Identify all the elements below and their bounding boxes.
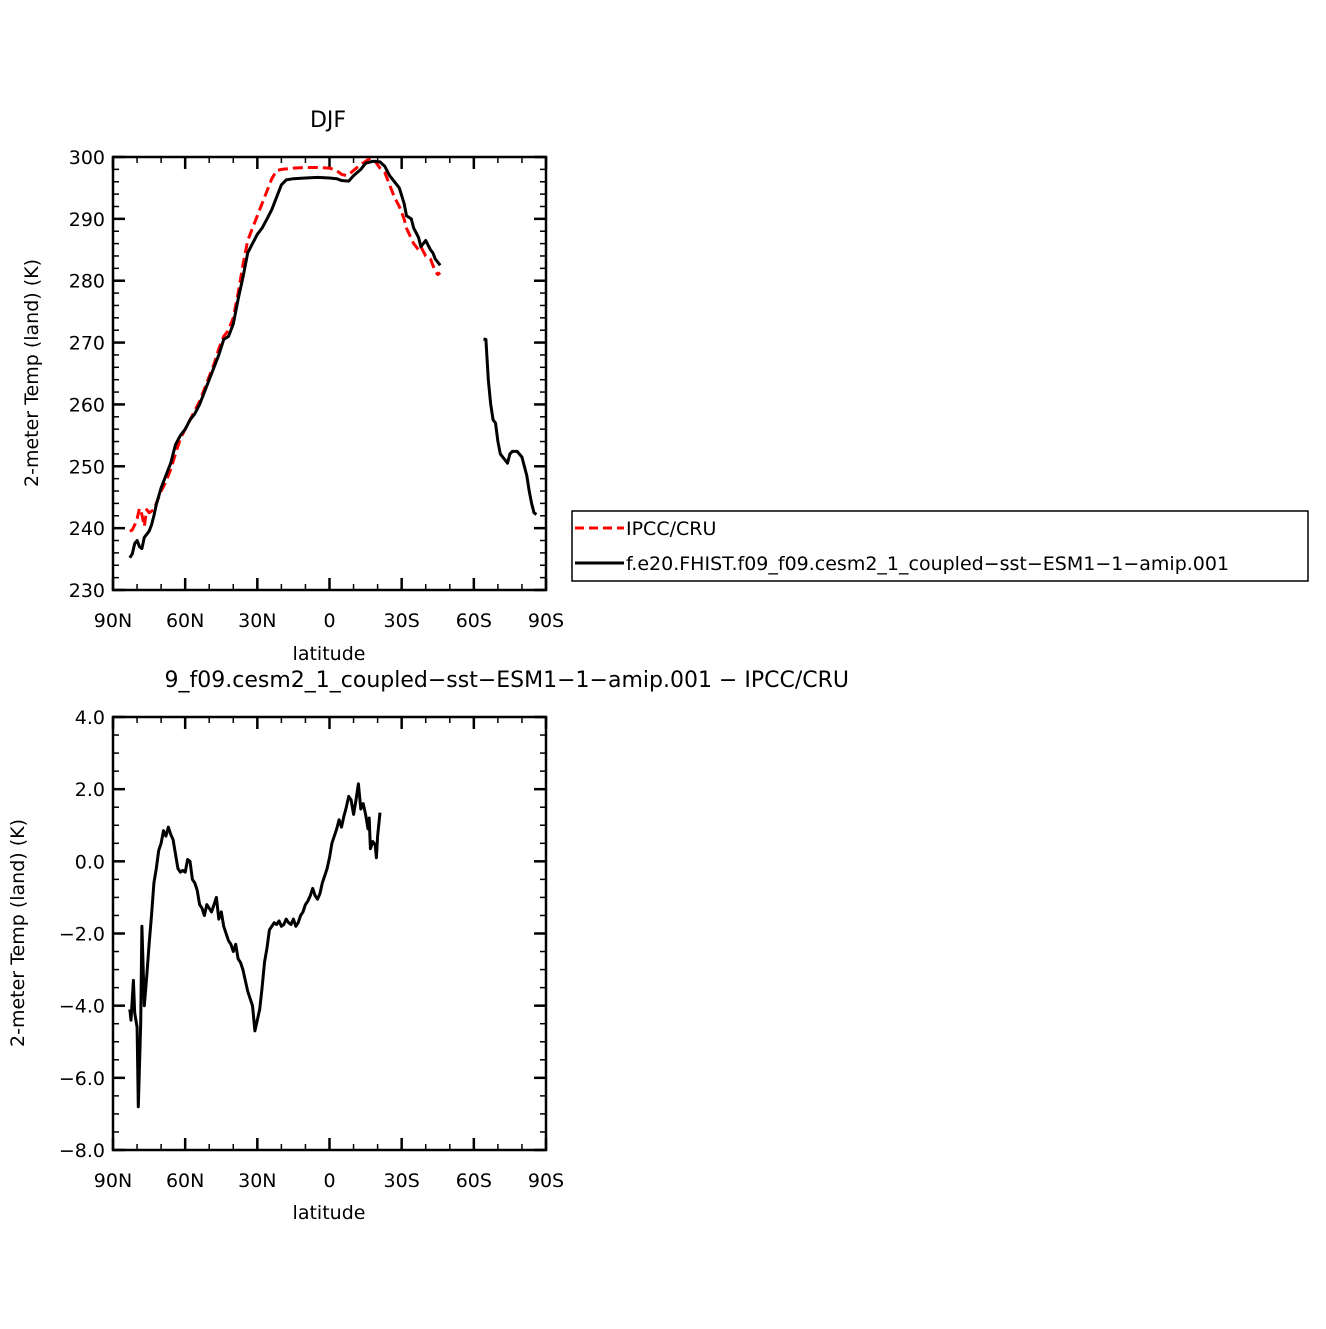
legend-label-ipcc: IPCC/CRU <box>626 518 716 540</box>
series-line-1 <box>128 159 442 559</box>
x-tick-label: 90N <box>94 1170 132 1192</box>
y-tick-label: 0.0 <box>75 851 105 873</box>
y-tick-label: 4.0 <box>75 707 105 729</box>
legend-box <box>571 510 1309 582</box>
top-panel-xlabel: latitude <box>293 643 366 665</box>
x-tick-label: 60S <box>456 610 492 632</box>
x-tick-label: 30S <box>384 610 420 632</box>
bottom-panel-frame <box>111 715 548 1152</box>
legend: IPCC/CRU f.e20.FHIST.f09_f09.cesm2_1_cou… <box>571 510 1309 582</box>
y-tick-label: 270 <box>69 333 105 355</box>
y-tick-label: 280 <box>69 271 105 293</box>
x-tick-label: 60N <box>166 610 204 632</box>
bottom-panel-ylabel: 2-meter Temp (land) (K) <box>7 819 29 1047</box>
series-line-0 <box>128 782 382 1109</box>
y-tick-label: 300 <box>69 147 105 169</box>
top-panel: DJF 90N 60N 30N 0 30S 60S 90S 230 240 250 260 270 28… <box>21 108 564 665</box>
bottom-panel-ticks: 90N 60N 30N 0 30S 60S 90S −8.0 −6.0 −4.0 −2.0 0.0 2.… <box>59 707 564 1192</box>
bottom-panel-xlabel: latitude <box>293 1202 366 1224</box>
y-tick-label: 260 <box>69 394 105 416</box>
x-tick-label: 90N <box>94 610 132 632</box>
x-tick-label: 60N <box>166 1170 204 1192</box>
top-panel-ticks: 90N 60N 30N 0 30S 60S 90S 230 240 250 260 270 280 290… <box>69 147 564 632</box>
y-tick-label: −6.0 <box>59 1068 105 1090</box>
legend-label-model: f.e20.FHIST.f09_f09.cesm2_1_coupled−sst−… <box>626 553 1229 575</box>
top-panel-ylabel: 2-meter Temp (land) (K) <box>21 259 43 487</box>
y-tick-label: −8.0 <box>59 1140 105 1162</box>
bottom-panel-title: 9_f09.cesm2_1_coupled−sst−ESM1−1−amip.00… <box>165 668 849 693</box>
series-line-1 <box>483 337 538 516</box>
top-panel-frame <box>111 155 548 592</box>
bottom-panel: 9_f09.cesm2_1_coupled−sst−ESM1−1−amip.00… <box>7 668 849 1224</box>
x-tick-label: 0 <box>323 1170 335 1192</box>
x-tick-label: 90S <box>528 610 564 632</box>
y-tick-label: 290 <box>69 209 105 231</box>
top-panel-title: DJF <box>310 108 346 133</box>
series-line-0 <box>129 156 442 533</box>
x-tick-label: 0 <box>323 610 335 632</box>
top-panel-lines <box>128 156 538 559</box>
x-tick-label: 60S <box>456 1170 492 1192</box>
x-tick-label: 30N <box>238 1170 276 1192</box>
y-tick-label: 250 <box>69 456 105 478</box>
y-tick-label: −4.0 <box>59 996 105 1018</box>
y-tick-label: 2.0 <box>75 779 105 801</box>
y-tick-label: −2.0 <box>59 924 105 946</box>
y-tick-label: 240 <box>69 518 105 540</box>
x-tick-label: 30S <box>384 1170 420 1192</box>
x-tick-label: 90S <box>528 1170 564 1192</box>
bottom-panel-lines <box>128 782 382 1109</box>
y-tick-label: 230 <box>69 580 105 602</box>
x-tick-label: 30N <box>238 610 276 632</box>
